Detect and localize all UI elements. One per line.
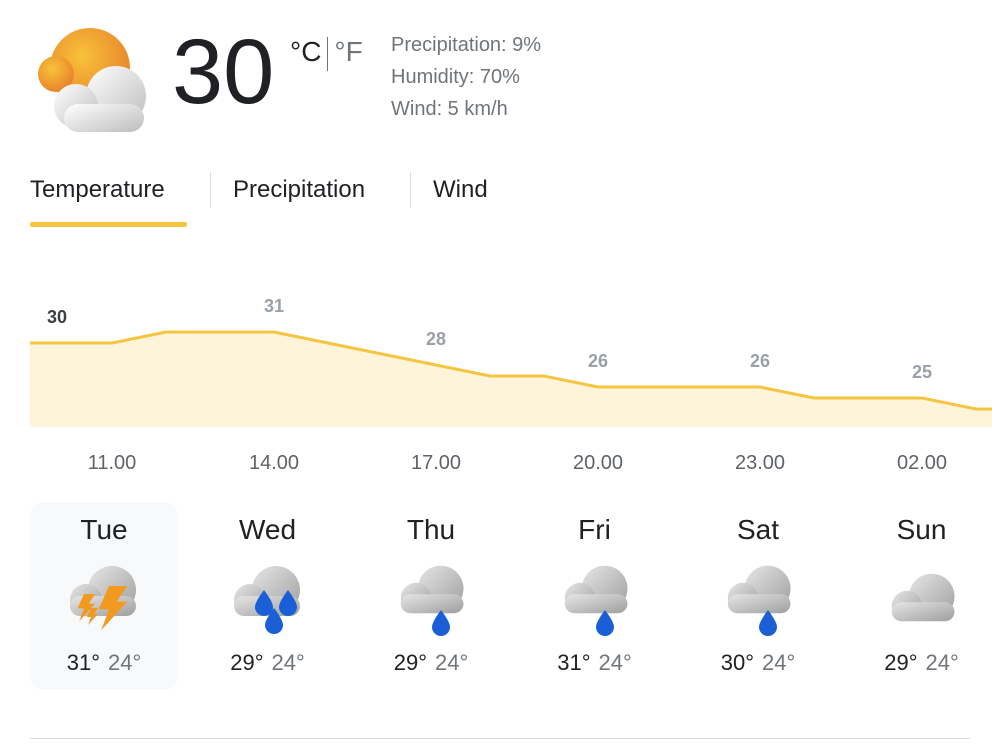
day-name: Fri [578, 514, 611, 545]
hour-tick-label: 14.00 [248, 452, 300, 474]
precipitation-stat: Precipitation: 9% [391, 34, 542, 56]
data-label: 25 [912, 362, 932, 382]
data-label: 30 [47, 307, 67, 327]
day-thu[interactable]: Thu 29° 24° [357, 502, 505, 690]
day-tue[interactable]: Tue 31° 24° [30, 502, 178, 690]
day-sun[interactable]: Sun 29° 24° [848, 502, 992, 690]
cloudy-icon [884, 560, 960, 636]
low-temp: 24° [435, 650, 469, 675]
day-name: Tue [80, 514, 128, 545]
celsius-button[interactable]: °C [290, 36, 322, 67]
data-label: 26 [750, 351, 770, 371]
high-temp: 31° [66, 650, 100, 675]
day-name: Thu [406, 514, 456, 545]
fahrenheit-button[interactable]: °F [334, 36, 363, 67]
wind-stat: Wind: 5 km/h [391, 98, 508, 120]
low-temp: 24° [925, 650, 959, 675]
light-rain-icon [393, 560, 469, 636]
day-fri[interactable]: Fri 31° 24° [521, 502, 669, 690]
light-rain-icon [557, 560, 633, 636]
data-label: 26 [588, 351, 608, 371]
humidity-stat: Humidity: 70% [391, 66, 520, 88]
low-temp: 24° [271, 650, 305, 675]
day-sat[interactable]: Sat 30° 24° [684, 502, 832, 690]
data-label: 31 [264, 296, 284, 316]
day-name: Sat [736, 514, 780, 545]
high-temp: 29° [884, 650, 918, 675]
heavy-rain-icon [230, 560, 306, 636]
high-temp: 31° [557, 650, 591, 675]
high-temp: 30° [720, 650, 754, 675]
hour-tick-label: 11.00 [87, 452, 137, 474]
chart-area [30, 332, 992, 427]
unit-toggle: °C °F [290, 36, 363, 71]
day-name: Sun [896, 514, 947, 545]
partly-cloudy-icon [38, 28, 146, 132]
chart-line [30, 330, 992, 411]
high-temp: 29° [393, 650, 427, 675]
light-rain-icon [720, 560, 796, 636]
day-name: Wed [238, 514, 297, 545]
hour-tick-label: 17.00 [410, 452, 462, 474]
low-temp: 24° [762, 650, 796, 675]
day-wed[interactable]: Wed 29° 24° [194, 502, 342, 690]
high-temp: 29° [230, 650, 264, 675]
hour-tick-label: 02.00 [896, 452, 948, 474]
tab-temperature[interactable]: Temperature [30, 176, 165, 203]
tab-wind[interactable]: Wind [433, 176, 488, 203]
low-temp: 24° [598, 650, 632, 675]
active-tab-indicator [30, 222, 187, 227]
hour-tick-label: 20.00 [572, 452, 624, 474]
hour-tick-label: 23.00 [734, 452, 786, 474]
thunderstorm-icon [66, 560, 142, 636]
tab-precipitation[interactable]: Precipitation [233, 176, 366, 203]
current-temperature: 30 [172, 21, 275, 123]
temperature-chart: 30 31 28 26 26 25 [30, 296, 992, 427]
low-temp: 24° [108, 650, 142, 675]
data-label: 28 [426, 329, 446, 349]
